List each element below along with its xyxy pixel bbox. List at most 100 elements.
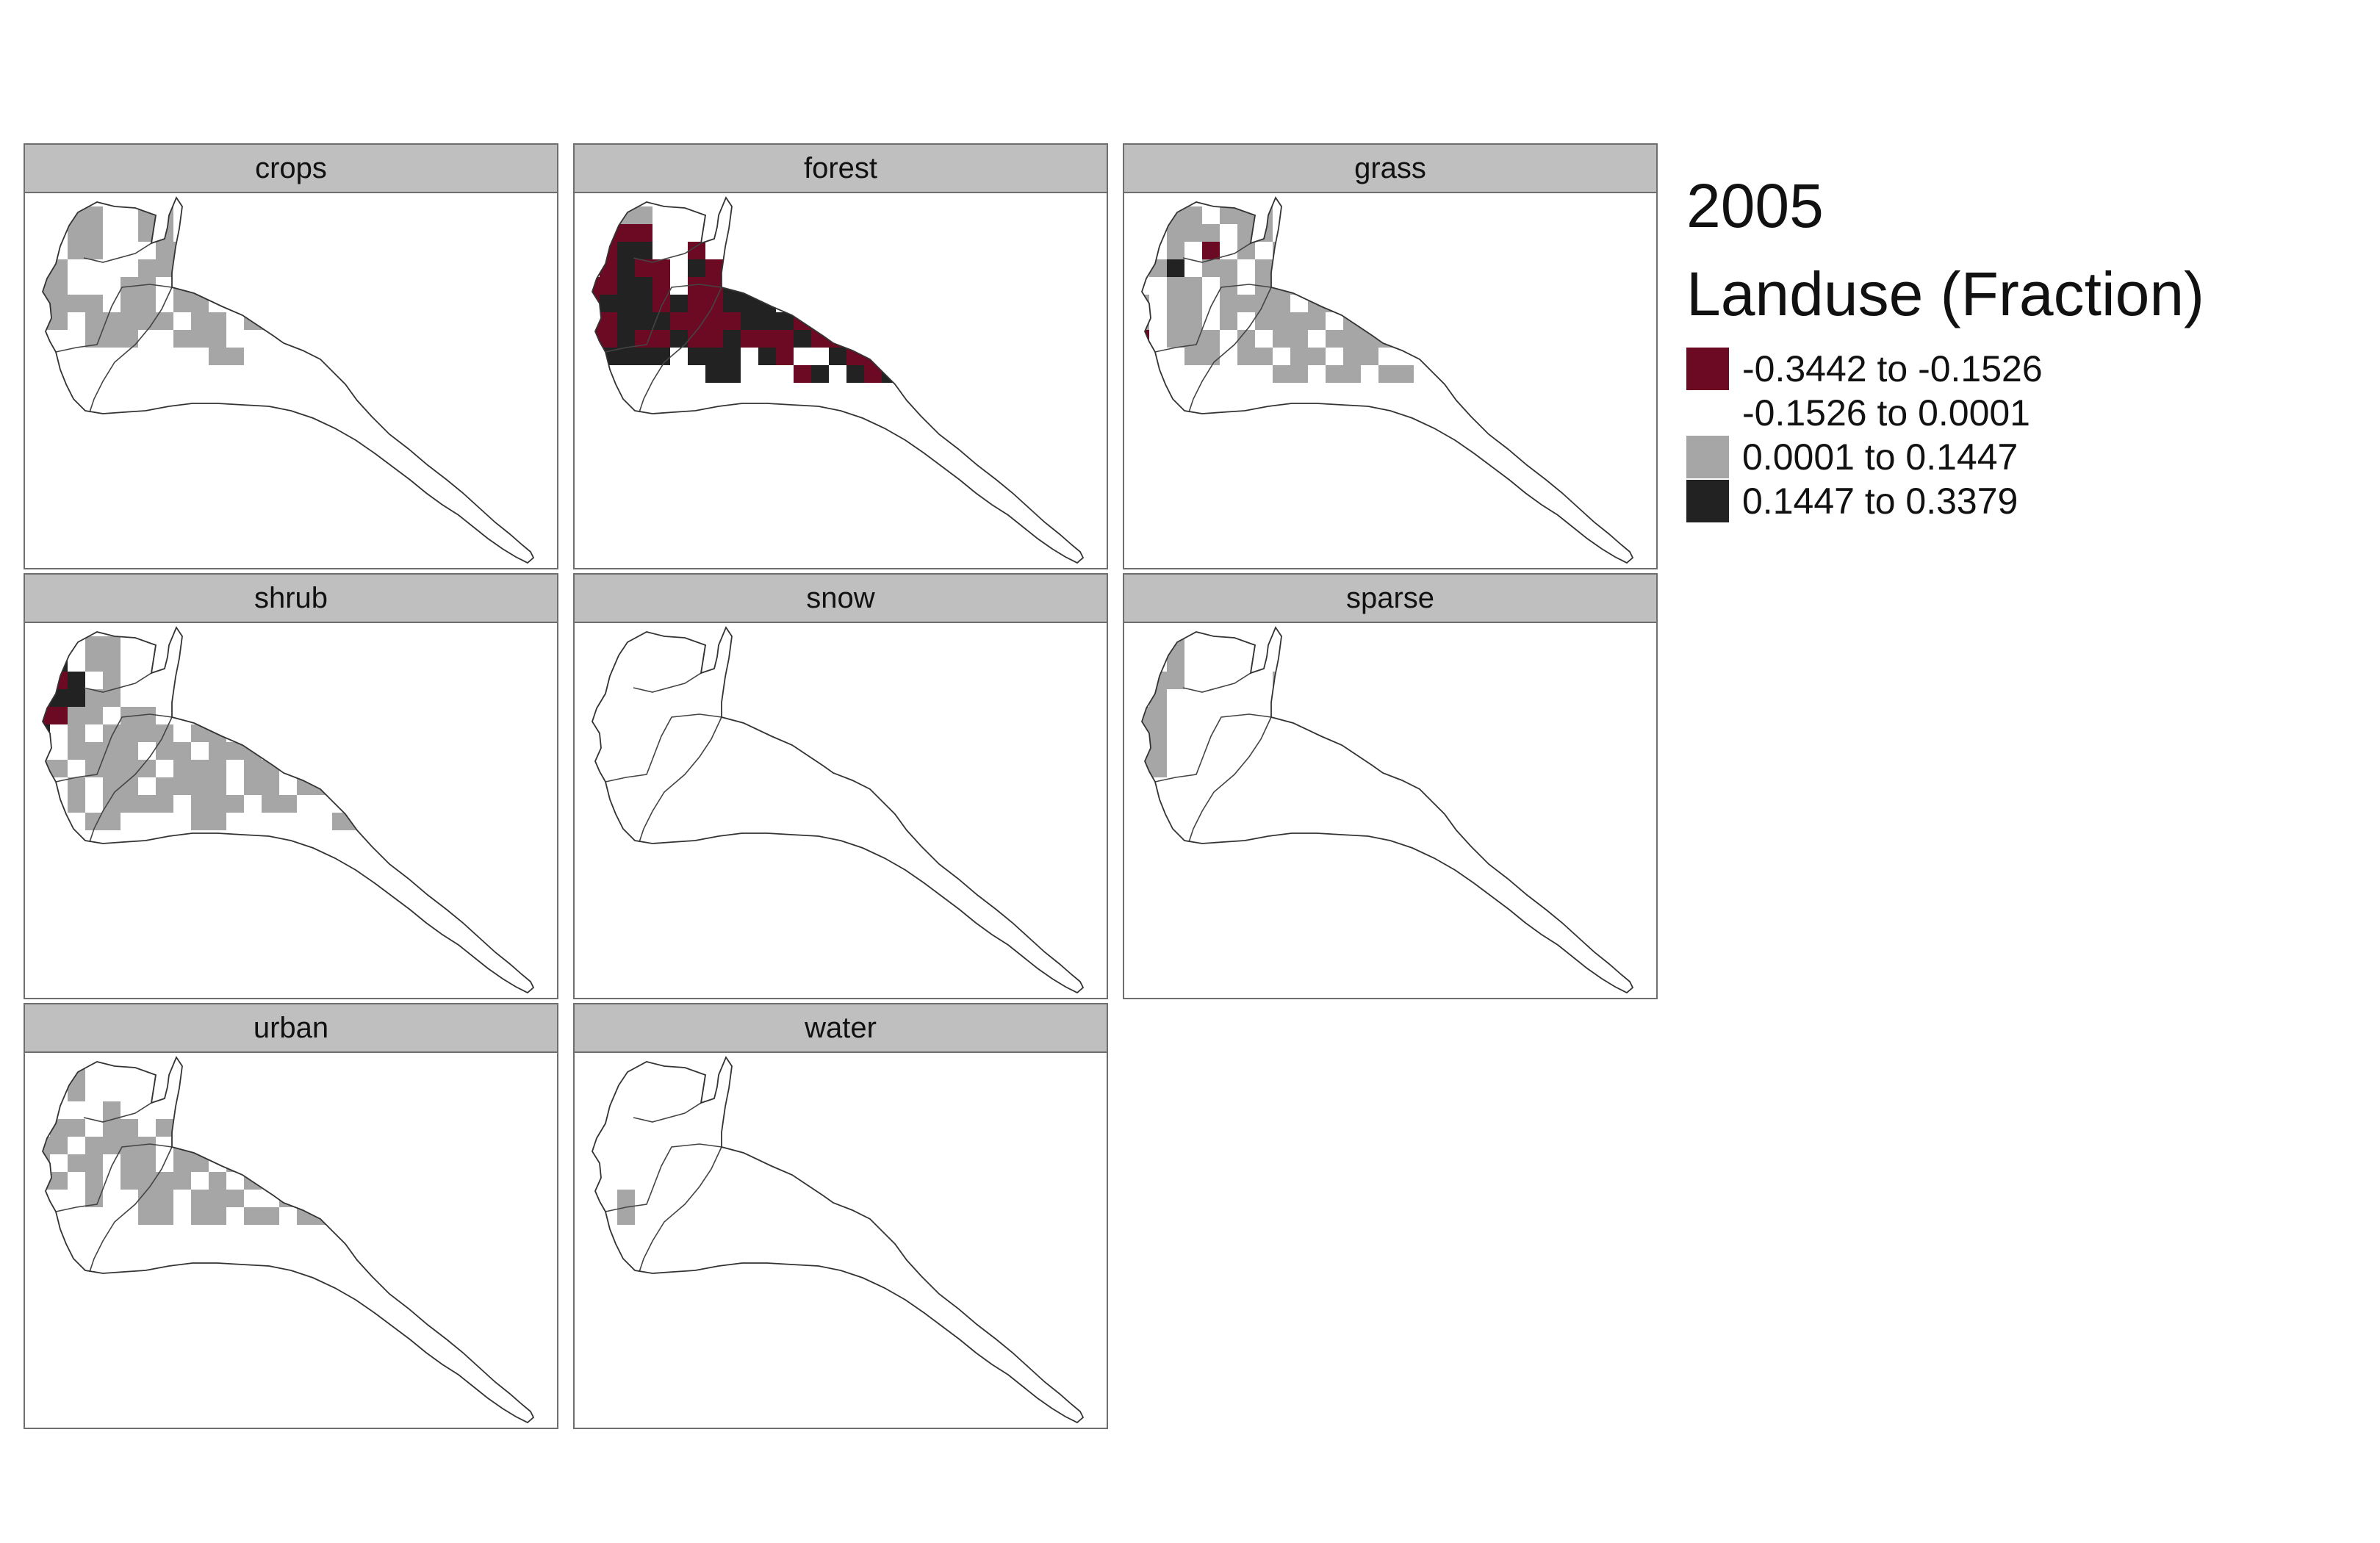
raster-cell	[43, 1137, 50, 1154]
facet-panel-snow: snow	[573, 573, 1108, 999]
raster-cell	[1184, 224, 1202, 242]
raster-cell	[1343, 295, 1361, 312]
raster-cell	[68, 707, 85, 724]
raster-cell	[156, 206, 173, 224]
raster-cell	[811, 295, 829, 312]
raster-cell	[617, 312, 635, 330]
raster-cell	[68, 777, 85, 795]
raster-cell	[85, 312, 103, 330]
raster-cell	[635, 242, 652, 259]
raster-cell	[1449, 348, 1467, 365]
raster-cell	[473, 365, 491, 383]
raster-cell	[846, 348, 864, 365]
raster-cell	[600, 277, 617, 295]
raster-cell	[68, 1154, 85, 1172]
raster-cell	[1378, 365, 1396, 383]
raster-cell	[385, 813, 403, 830]
raster-cell	[794, 312, 811, 330]
raster-cell	[103, 760, 121, 777]
raster-cell	[758, 277, 776, 295]
raster-cell	[1040, 418, 1058, 436]
raster-cell	[50, 654, 68, 672]
raster-cell	[191, 777, 209, 795]
raster-cell	[244, 295, 262, 312]
legend-label: 0.0001 to 0.1447	[1742, 436, 2018, 478]
raster-cell	[592, 295, 600, 312]
raster-cell	[508, 400, 526, 418]
raster-cell	[50, 295, 68, 312]
raster-cell	[882, 348, 899, 365]
raster-cell	[297, 1154, 314, 1172]
raster-cell	[794, 365, 811, 383]
raster-cell	[50, 312, 68, 330]
raster-cell	[244, 277, 262, 295]
legend: 2005 Landuse (Fraction) -0.3442 to -0.15…	[1686, 169, 2204, 523]
raster-cell	[1308, 259, 1326, 277]
raster-cell	[420, 330, 438, 348]
raster-cell	[592, 348, 600, 365]
raster-cell	[456, 383, 473, 400]
raster-cell	[279, 1154, 297, 1172]
basin-map	[592, 626, 1085, 994]
raster-cell	[85, 224, 103, 242]
raster-cell	[723, 330, 741, 348]
raster-cell	[209, 813, 226, 830]
raster-cell	[1431, 295, 1449, 312]
raster-cell	[1167, 330, 1184, 348]
raster-cell	[297, 760, 314, 777]
facet-panel-sparse: sparse	[1123, 573, 1658, 999]
raster-cell	[209, 1207, 226, 1225]
raster-cell	[1237, 295, 1255, 312]
raster-cell	[173, 760, 191, 777]
raster-cell	[226, 348, 244, 365]
raster-cell	[43, 636, 50, 654]
raster-cell	[846, 365, 864, 383]
legend-label: 0.1447 to 0.3379	[1742, 481, 2018, 522]
raster-cell	[43, 707, 50, 724]
raster-cell	[670, 312, 688, 330]
raster-cell	[688, 295, 705, 312]
raster-cell	[438, 365, 456, 383]
raster-cell	[103, 1137, 121, 1154]
raster-cell	[1431, 312, 1449, 330]
raster-cell	[899, 312, 917, 330]
raster-cell	[1555, 400, 1572, 418]
raster-cell	[758, 259, 776, 277]
raster-cell	[1167, 654, 1184, 672]
facet-panel-water: water	[573, 1003, 1108, 1429]
raster-cell	[420, 348, 438, 365]
raster-cell	[43, 777, 50, 795]
raster-cell	[1290, 312, 1308, 330]
legend-items: -0.3442 to -0.1526 -0.1526 to 0.0001 0.000…	[1686, 347, 2204, 523]
raster-cell	[262, 259, 279, 277]
raster-cell	[297, 1190, 314, 1207]
raster-cell	[191, 1154, 209, 1172]
raster-cell	[741, 330, 758, 348]
raster-cell	[705, 259, 723, 277]
raster-cell	[617, 242, 635, 259]
raster-cell	[899, 330, 917, 348]
raster-cell	[209, 760, 226, 777]
raster-cell	[244, 312, 262, 330]
facet-strip-label: water	[575, 1004, 1107, 1053]
raster-cell	[776, 206, 794, 224]
raster-cell	[438, 348, 456, 365]
raster-cell	[508, 418, 526, 436]
raster-cell	[297, 330, 314, 348]
raster-cell	[1255, 259, 1273, 277]
raster-cell	[1643, 436, 1656, 453]
raster-cell	[50, 760, 68, 777]
raster-cell	[741, 295, 758, 312]
raster-cell	[1590, 418, 1608, 436]
raster-cell	[473, 383, 491, 400]
raster-cell	[209, 312, 226, 330]
raster-cell	[244, 1137, 262, 1154]
legend-swatch	[1686, 480, 1729, 522]
raster-cell	[723, 365, 741, 383]
facet-strip-label: crops	[25, 145, 557, 193]
raster-cell	[173, 777, 191, 795]
raster-cell	[43, 760, 50, 777]
raster-cell	[1414, 277, 1431, 295]
raster-cell	[244, 760, 262, 777]
raster-cell	[262, 795, 279, 813]
